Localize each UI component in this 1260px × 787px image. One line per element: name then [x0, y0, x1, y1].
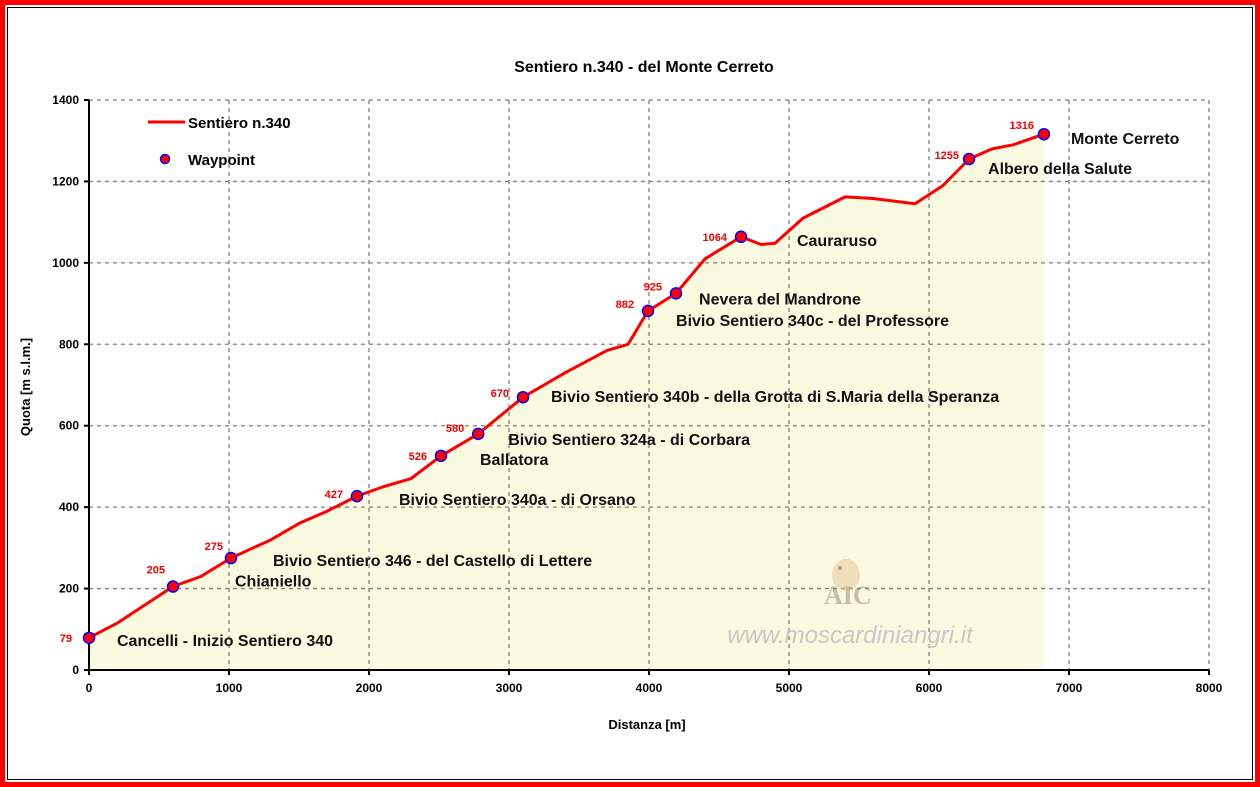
legend-label-waypoint: Waypoint	[188, 152, 255, 169]
x-axis-label: Distanza [m]	[608, 717, 685, 732]
waypoint-elevation-label: 1255	[935, 150, 959, 162]
waypoint-marker	[82, 631, 96, 645]
profile-line	[88, 132, 1045, 640]
x-tick-label: 6000	[916, 681, 943, 695]
waypoint-marker	[471, 427, 485, 441]
y-tick-label: 1200	[52, 174, 79, 188]
x-tick-label: 4000	[636, 681, 663, 695]
waypoint-name-label: Nevera del Mandrone	[699, 291, 861, 308]
waypoint-name-label: Ballatora	[480, 452, 549, 469]
chart-title: Sentiero n.340 - del Monte Cerreto	[514, 59, 774, 76]
y-tick-label: 200	[59, 582, 79, 596]
waypoint-name-label: Bivio Sentiero 340b - della Grotta di S.…	[551, 389, 999, 406]
waypoint-elevation-label: 526	[409, 451, 427, 463]
x-tick-label: 3000	[496, 681, 523, 695]
waypoint-name-label: Monte Cerreto	[1071, 131, 1180, 148]
waypoint-name-label: Bivio Sentiero 340a - di Orsano	[399, 492, 636, 509]
waypoint-marker	[224, 551, 238, 565]
x-tick-label: 8000	[1196, 681, 1223, 695]
logo-text: AIC	[824, 581, 872, 610]
waypoint-marker	[641, 304, 655, 318]
x-tick-label: 0	[86, 681, 93, 695]
waypoint-elevation-label: 275	[205, 541, 223, 553]
legend-marker-swatch	[159, 153, 171, 165]
y-tick-label: 0	[72, 663, 79, 677]
waypoint-elevation-label: 427	[325, 489, 343, 501]
waypoint-marker	[350, 489, 364, 503]
x-tick-label: 1000	[216, 681, 243, 695]
waypoints: 79 Cancelli - Inizio Sentiero 340 205 Chian…	[60, 120, 1180, 650]
waypoint-marker	[166, 580, 180, 593]
waypoint-elevation-label: 79	[60, 633, 72, 645]
waypoint-marker	[1037, 127, 1051, 141]
chart-border	[7, 7, 1253, 780]
waypoint-marker	[669, 287, 683, 300]
waypoint-marker	[434, 449, 448, 463]
waypoint-elevation-label: 1064	[702, 232, 727, 244]
waypoint-name-label: Albero della Salute	[988, 161, 1132, 178]
y-tick-label: 400	[59, 500, 79, 514]
x-tick-label: 7000	[1056, 681, 1083, 695]
waypoint-name-label: Bivio Sentiero 346 - del Castello di Let…	[273, 553, 592, 570]
x-tick-label: 5000	[776, 681, 803, 695]
waypoint-marker	[516, 390, 530, 404]
waypoint-elevation-label: 580	[446, 423, 464, 435]
waypoint-name-label: Cauraruso	[797, 233, 877, 250]
axes	[84, 99, 1210, 675]
y-tick-label: 1000	[52, 256, 79, 270]
y-tick-label: 1400	[52, 93, 79, 107]
legend-label-line: Sentiero n.340	[188, 115, 291, 132]
waypoint-name-label: Chianiello	[235, 574, 312, 591]
x-tick-label: 2000	[356, 681, 383, 695]
waypoint-name-label: Bivio Sentiero 340c - del Professore	[676, 313, 949, 330]
y-axis-label: Quota [m s.l.m.]	[18, 338, 33, 436]
grid	[89, 99, 1210, 670]
waypoint-elevation-label: 670	[491, 388, 509, 400]
waypoint-marker	[734, 230, 748, 244]
waypoint-elevation-label: 1316	[1009, 120, 1033, 132]
legend: Sentiero n.340 Waypoint	[148, 115, 291, 169]
tick-labels: 0 200 400 600 800 1000 1200 1400 0 1000 2000 3000 40…	[52, 93, 1222, 695]
watermark-logo: AIC	[824, 559, 872, 610]
waypoint-marker	[962, 152, 976, 166]
profile-area-fill	[89, 134, 1044, 670]
waypoint-elevation-label: 882	[616, 299, 634, 311]
y-tick-label: 600	[59, 419, 79, 433]
waypoint-elevation-label: 925	[644, 281, 662, 293]
waypoint-name-label: Bivio Sentiero 324a - di Corbara	[508, 432, 750, 449]
waypoint-elevation-label: 205	[147, 565, 165, 577]
watermark-url: www.moscardiniangri.it	[727, 622, 974, 649]
waypoint-name-label: Cancelli - Inizio Sentiero 340	[117, 633, 333, 650]
y-tick-label: 800	[59, 337, 79, 351]
